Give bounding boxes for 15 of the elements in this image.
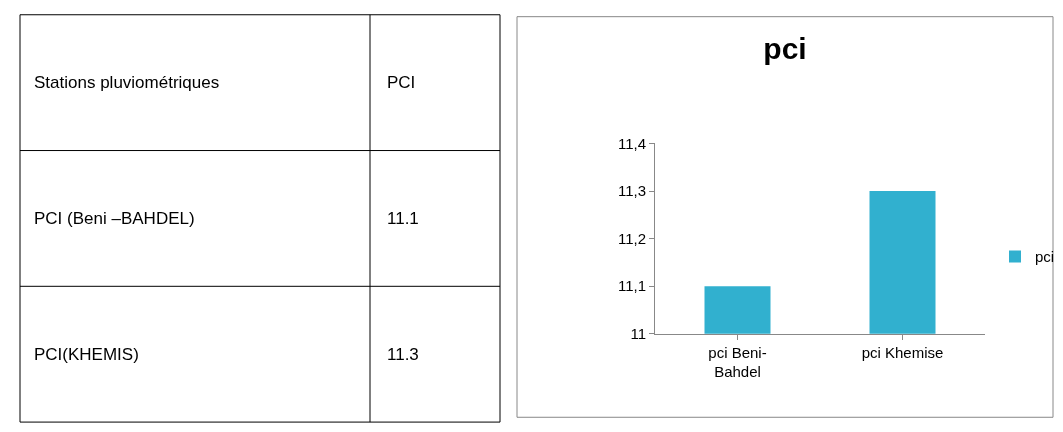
y-tick-label: 11,3 [617,182,646,200]
x-tick-label: pci Beni-Bahdel [708,343,767,381]
y-tick-label: 11,1 [617,277,646,295]
chart-title: pci [763,31,807,65]
legend-label: pci [1035,248,1055,266]
y-tick-label: 11 [630,324,646,342]
y-tick-label: 11,4 [617,134,646,152]
text: PCI(KHEMIS) [34,345,139,364]
text: 11.3 [387,345,419,364]
text: PCI [387,73,416,92]
x-tick-label: pci Khemise [861,343,944,361]
text: 11.1 [387,209,419,228]
y-tick-label: 11,2 [617,229,646,247]
text: Stations pluviométriques [34,73,220,92]
text: PCI (Beni –BAHDEL) [34,209,195,228]
